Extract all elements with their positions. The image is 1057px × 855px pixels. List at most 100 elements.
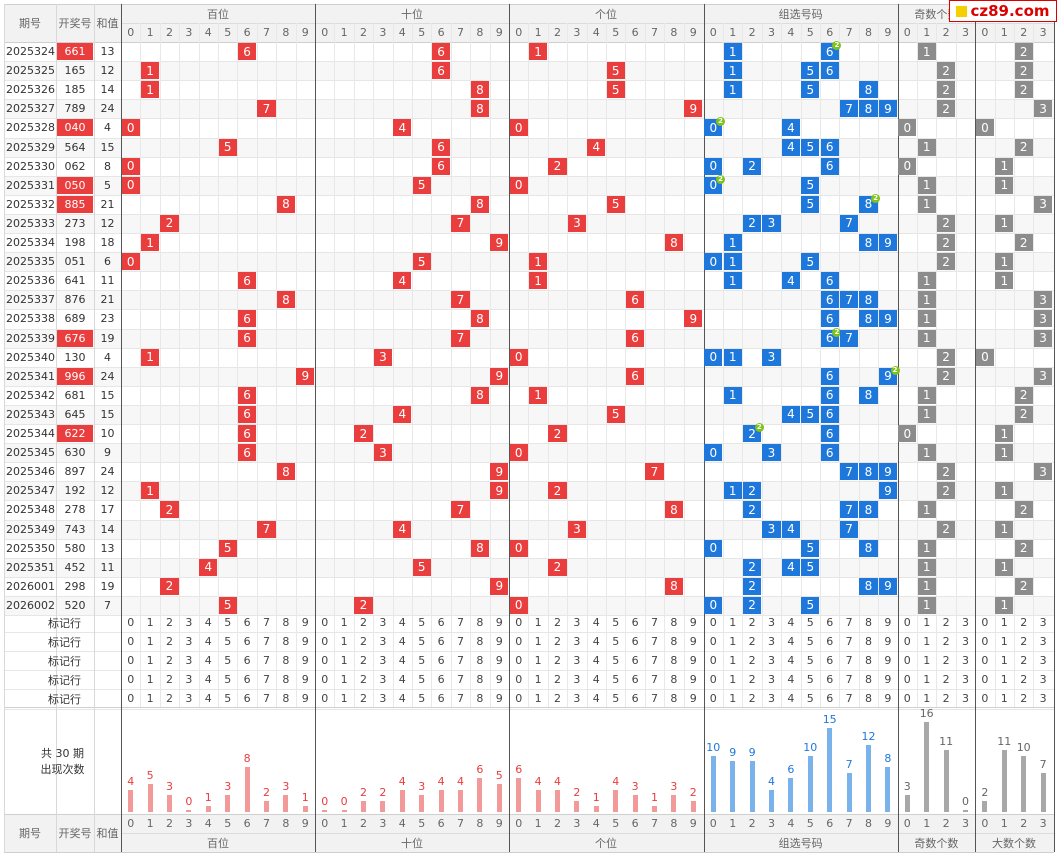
mark-cell[interactable]: 4 [592, 616, 600, 630]
mark-cell[interactable]: 9 [301, 673, 309, 687]
mark-cell[interactable]: 6 [826, 692, 834, 706]
mark-cell[interactable]: 4 [398, 673, 406, 687]
mark-cell[interactable]: 2 [359, 654, 367, 668]
mark-cell[interactable]: 0 [903, 635, 911, 649]
mark-cell[interactable]: 5 [806, 616, 814, 630]
mark-cell[interactable]: 7 [456, 654, 464, 668]
mark-cell[interactable]: 2 [1020, 635, 1028, 649]
mark-cell[interactable]: 5 [418, 692, 426, 706]
mark-cell[interactable]: 5 [418, 635, 426, 649]
mark-cell[interactable]: 1 [146, 654, 154, 668]
mark-cell[interactable]: 5 [418, 673, 426, 687]
mark-cell[interactable]: 3 [573, 673, 581, 687]
mark-cell[interactable]: 2 [359, 673, 367, 687]
mark-row-label[interactable]: 标记行 [48, 616, 81, 630]
mark-cell[interactable]: 8 [670, 673, 678, 687]
mark-cell[interactable]: 0 [903, 692, 911, 706]
mark-cell[interactable]: 1 [534, 616, 542, 630]
mark-cell[interactable]: 4 [787, 692, 795, 706]
mark-row-label[interactable]: 标记行 [48, 673, 81, 687]
mark-cell[interactable]: 8 [476, 654, 484, 668]
mark-cell[interactable]: 2 [748, 635, 756, 649]
mark-cell[interactable]: 7 [650, 673, 658, 687]
mark-cell[interactable]: 1 [146, 673, 154, 687]
mark-cell[interactable]: 6 [243, 635, 251, 649]
mark-cell[interactable]: 3 [767, 616, 775, 630]
mark-cell[interactable]: 0 [981, 635, 989, 649]
mark-cell[interactable]: 8 [670, 635, 678, 649]
mark-cell[interactable]: 0 [321, 692, 329, 706]
mark-cell[interactable]: 4 [787, 654, 795, 668]
mark-cell[interactable]: 4 [787, 635, 795, 649]
mark-cell[interactable]: 0 [709, 654, 717, 668]
mark-cell[interactable]: 9 [495, 616, 503, 630]
mark-cell[interactable]: 6 [631, 692, 639, 706]
mark-cell[interactable]: 1 [340, 654, 348, 668]
mark-cell[interactable]: 0 [321, 654, 329, 668]
mark-cell[interactable]: 7 [650, 635, 658, 649]
mark-cell[interactable]: 1 [340, 692, 348, 706]
units-group-header[interactable]: 个位 [595, 836, 617, 850]
mark-cell[interactable]: 4 [204, 692, 212, 706]
mark-cell[interactable]: 1 [729, 635, 737, 649]
mark-cell[interactable]: 3 [961, 635, 969, 649]
mark-cell[interactable]: 4 [204, 616, 212, 630]
mark-cell[interactable]: 3 [379, 616, 387, 630]
mark-cell[interactable]: 2 [748, 616, 756, 630]
mark-cell[interactable]: 8 [476, 635, 484, 649]
mark-cell[interactable]: 9 [301, 635, 309, 649]
mark-cell[interactable]: 9 [301, 616, 309, 630]
mark-cell[interactable]: 1 [534, 692, 542, 706]
mark-cell[interactable]: 8 [670, 692, 678, 706]
mark-cell[interactable]: 0 [981, 616, 989, 630]
mark-cell[interactable]: 1 [729, 654, 737, 668]
mark-cell[interactable]: 6 [243, 654, 251, 668]
mark-cell[interactable]: 7 [650, 692, 658, 706]
mark-cell[interactable]: 4 [398, 635, 406, 649]
mark-cell[interactable]: 7 [845, 616, 853, 630]
mark-cell[interactable]: 2 [1020, 654, 1028, 668]
mark-cell[interactable]: 9 [495, 635, 503, 649]
mark-cell[interactable]: 9 [884, 692, 892, 706]
mark-cell[interactable]: 1 [1000, 673, 1008, 687]
mark-cell[interactable]: 2 [165, 635, 173, 649]
mark-cell[interactable]: 3 [961, 654, 969, 668]
hundreds-group-header[interactable]: 百位 [207, 7, 229, 21]
mark-cell[interactable]: 1 [729, 616, 737, 630]
hundreds-group-header[interactable]: 百位 [207, 836, 229, 850]
mark-cell[interactable]: 4 [592, 654, 600, 668]
mark-cell[interactable]: 5 [806, 692, 814, 706]
mark-cell[interactable]: 6 [826, 673, 834, 687]
mark-cell[interactable]: 5 [418, 616, 426, 630]
mark-cell[interactable]: 4 [204, 654, 212, 668]
mark-cell[interactable]: 3 [185, 673, 193, 687]
units-group-header[interactable]: 个位 [595, 7, 617, 21]
mark-cell[interactable]: 0 [127, 654, 135, 668]
mark-cell[interactable]: 0 [515, 673, 523, 687]
mark-cell[interactable]: 7 [456, 692, 464, 706]
mark-cell[interactable]: 9 [689, 654, 697, 668]
mark-cell[interactable]: 4 [398, 616, 406, 630]
mark-cell[interactable]: 2 [165, 692, 173, 706]
mark-cell[interactable]: 0 [127, 673, 135, 687]
mark-cell[interactable]: 6 [437, 692, 445, 706]
mark-cell[interactable]: 8 [864, 692, 872, 706]
mark-cell[interactable]: 7 [845, 673, 853, 687]
mark-cell[interactable]: 2 [942, 635, 950, 649]
mark-cell[interactable]: 3 [961, 673, 969, 687]
mark-cell[interactable]: 9 [689, 635, 697, 649]
mark-cell[interactable]: 3 [379, 673, 387, 687]
big-count-header[interactable]: 大数个数 [991, 836, 1036, 850]
mark-cell[interactable]: 0 [981, 673, 989, 687]
mark-cell[interactable]: 6 [243, 673, 251, 687]
mark-cell[interactable]: 2 [942, 692, 950, 706]
mark-cell[interactable]: 0 [709, 673, 717, 687]
mark-cell[interactable]: 0 [321, 673, 329, 687]
mark-cell[interactable]: 9 [884, 673, 892, 687]
mark-cell[interactable]: 3 [573, 635, 581, 649]
mark-cell[interactable]: 2 [1020, 673, 1028, 687]
mark-cell[interactable]: 4 [204, 635, 212, 649]
mark-row-label[interactable]: 标记行 [48, 692, 81, 706]
mark-cell[interactable]: 0 [709, 692, 717, 706]
mark-cell[interactable]: 5 [612, 673, 620, 687]
